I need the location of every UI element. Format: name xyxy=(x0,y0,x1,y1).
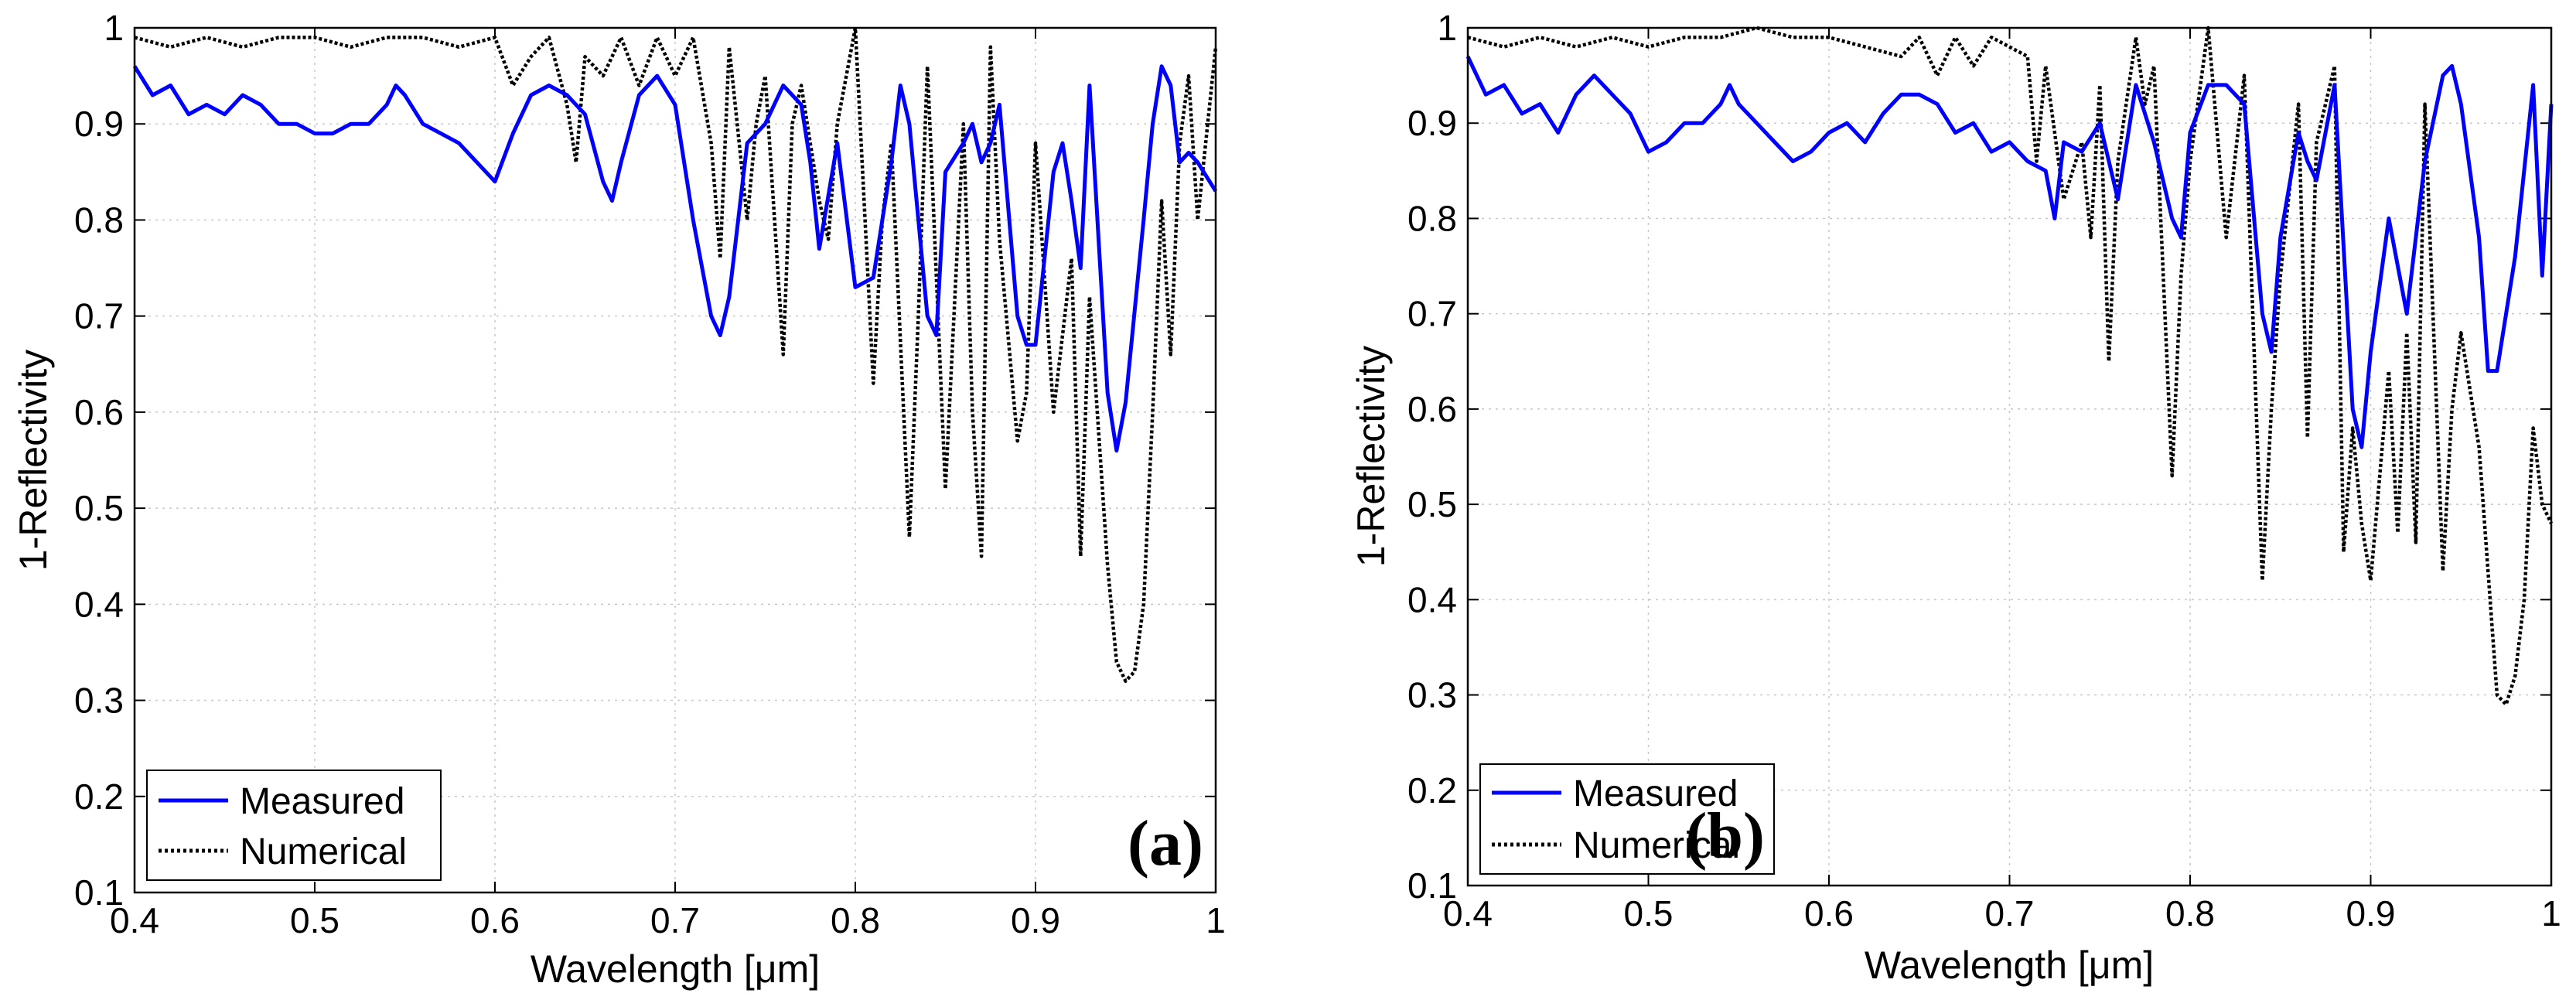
series-line-measured-b xyxy=(1465,55,2554,449)
y-tick-label-a: 0.6 xyxy=(74,392,124,432)
panel-label-a: (a) xyxy=(1128,807,1203,879)
x-tick-label-a: 1 xyxy=(1206,900,1226,940)
panel-label-b: (b) xyxy=(1685,800,1765,872)
x-tick-label-a: 0.8 xyxy=(831,900,880,940)
x-tick-label-b: 0.6 xyxy=(1804,893,1854,933)
x-tick-label-b: 0.8 xyxy=(2165,893,2215,933)
y-tick-label-b: 1 xyxy=(1437,8,1457,48)
ticks-a: 0.4 0.5 0.6 0.7 0.8 0.9 1 0.1 0.2 0.3 0.4 0.5 0.6 0.7… xyxy=(74,8,1226,940)
x-tick-label-b: 0.9 xyxy=(2346,893,2396,933)
y-tick-label-b: 0.5 xyxy=(1407,484,1457,524)
x-tick-label-a: 0.6 xyxy=(470,900,520,940)
plot-frame-a xyxy=(133,26,1217,894)
y-tick-label-a: 1 xyxy=(104,8,124,48)
y-tick-label-b: 0.1 xyxy=(1407,865,1457,906)
grid-a xyxy=(135,28,1216,892)
series-b xyxy=(1465,26,2554,707)
chart-panel-a: 0.4 0.5 0.6 0.7 0.8 0.9 1 0.1 0.2 0.3 0.4 0.5 0.6 0.7… xyxy=(12,8,1226,991)
y-tick-label-a: 0.2 xyxy=(74,776,124,817)
y-tick-label-b: 0.7 xyxy=(1407,294,1457,334)
y-tick-label-b: 0.9 xyxy=(1407,103,1457,143)
plot-area-b xyxy=(1468,28,2551,886)
chart-panel-b: 0.4 0.5 0.6 0.7 0.8 0.9 1 0.1 0.2 0.3 0.4 0.5 0.6 0.7… xyxy=(1349,8,2561,987)
legend-label-measured-b: Measured xyxy=(1573,773,1738,814)
y-tick-label-a: 0.3 xyxy=(74,681,124,721)
legend-b: Measured Numerical xyxy=(1479,763,1775,875)
y-axis-label-a: 1-Reflectivity xyxy=(12,350,55,571)
y-tick-label-b: 0.8 xyxy=(1407,198,1457,238)
y-tick-label-b: 0.2 xyxy=(1407,770,1457,811)
x-tick-label-b: 1 xyxy=(2541,893,2561,933)
legend-box-a xyxy=(146,770,442,881)
ticks-b: 0.4 0.5 0.6 0.7 0.8 0.9 1 0.1 0.2 0.3 0.4 0.5 0.6 0.7… xyxy=(1407,8,2561,933)
x-tick-label-a: 0.9 xyxy=(1011,900,1060,940)
x-tick-label-a: 0.7 xyxy=(650,900,700,940)
plot-frame-b xyxy=(1466,26,2553,887)
x-axis-label-a: Wavelength [μm] xyxy=(531,947,820,991)
y-tick-label-a: 0.7 xyxy=(74,296,124,336)
x-tick-label-b: 0.7 xyxy=(1985,893,2035,933)
legend-a: Measured Numerical xyxy=(146,770,442,881)
legend-label-measured-a: Measured xyxy=(240,781,404,822)
x-tick-label-b: 0.5 xyxy=(1624,893,1674,933)
series-a xyxy=(132,26,1218,683)
y-tick-label-a: 0.8 xyxy=(74,200,124,240)
y-tick-label-b: 0.6 xyxy=(1407,389,1457,429)
x-axis-label-b: Wavelength [μm] xyxy=(1865,944,2154,987)
y-tick-label-a: 0.5 xyxy=(74,488,124,528)
x-tick-label-a: 0.4 xyxy=(110,900,159,940)
y-tick-label-b: 0.3 xyxy=(1407,675,1457,715)
series-line-numerical-a xyxy=(134,26,1218,683)
y-tick-label-a: 0.4 xyxy=(74,584,124,624)
y-tick-label-a: 0.1 xyxy=(74,872,124,913)
y-tick-label-b: 0.4 xyxy=(1407,579,1457,619)
x-tick-label-b: 0.4 xyxy=(1443,893,1493,933)
x-tick-label-a: 0.5 xyxy=(290,900,339,940)
legend-box-b xyxy=(1479,763,1775,875)
legend-label-numerical-b: Numerical xyxy=(1573,825,1740,866)
legend-label-numerical-a: Numerical xyxy=(240,831,407,872)
series-line-measured-a xyxy=(132,64,1218,453)
y-axis-label-b: 1-Reflectivity xyxy=(1349,346,1393,567)
y-tick-label-a: 0.9 xyxy=(74,104,124,144)
